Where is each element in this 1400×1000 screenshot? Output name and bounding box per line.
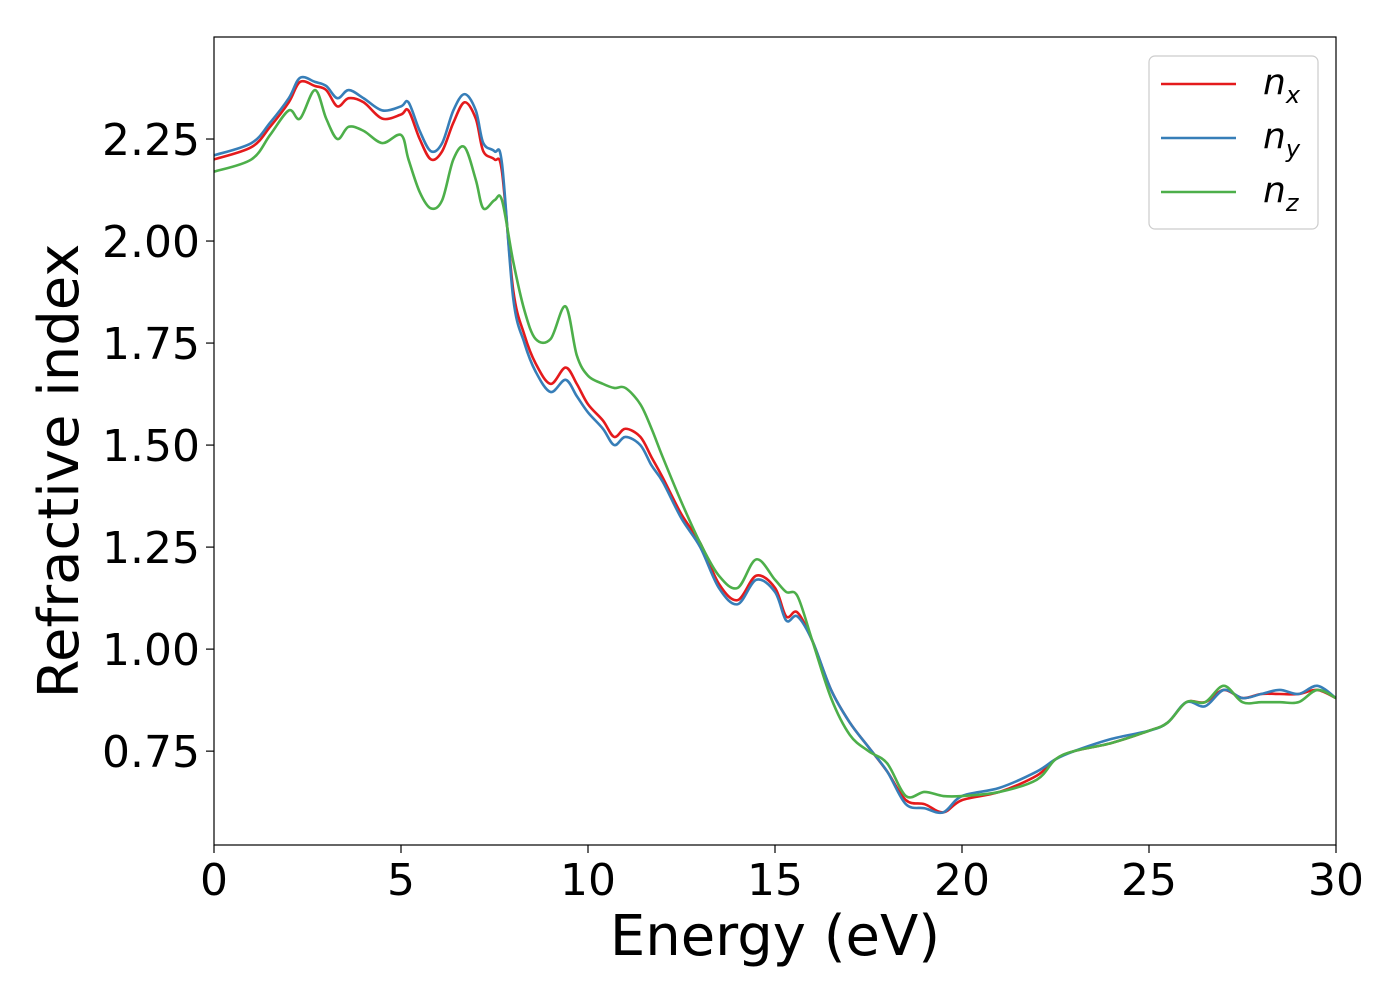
x-tick-label: 25 [1121, 855, 1177, 906]
legend-label-y: ny [1263, 116, 1301, 163]
legend-label-x: nx [1263, 62, 1301, 109]
axes-layer: 0 5 10 15 20 25 30 0.75 1.00 1.25 1.50 1.75 2.00 2.25 [102, 36, 1364, 906]
x-tick-label: 0 [200, 855, 228, 906]
series-layer [214, 75, 1336, 815]
y-tick-label: 1.50 [102, 421, 200, 472]
y-axis-label: Refractive index [27, 244, 92, 699]
series-line-y [214, 75, 1336, 815]
x-tick-label: 5 [387, 855, 415, 906]
y-tick-label: 2.25 [102, 115, 200, 166]
x-tick-label: 15 [747, 855, 803, 906]
y-tick-label: 1.00 [102, 625, 200, 676]
x-tick-label: 20 [934, 855, 990, 906]
legend-label-z: nz [1263, 170, 1300, 217]
y-tick-label: 1.75 [102, 319, 200, 370]
series-line-z [214, 88, 1336, 799]
x-tick-label: 30 [1308, 855, 1364, 906]
legend-box [1148, 55, 1319, 230]
legend: nx ny nz [1148, 55, 1319, 230]
x-tick-label: 10 [560, 855, 616, 906]
x-axis-label: Energy (eV) [610, 904, 940, 969]
y-tick-label: 2.00 [102, 217, 200, 268]
y-tick-label: 0.75 [102, 727, 200, 778]
y-tick-label: 1.25 [102, 523, 200, 574]
